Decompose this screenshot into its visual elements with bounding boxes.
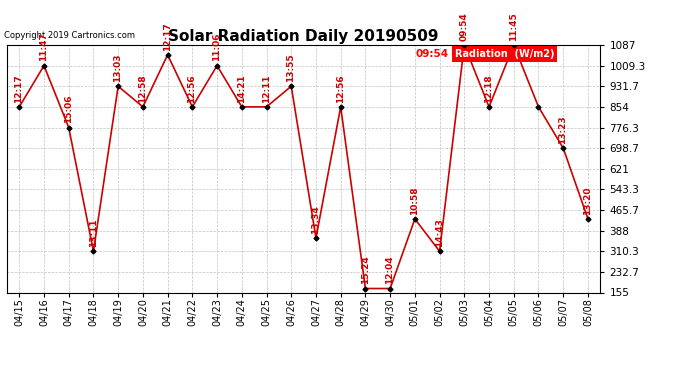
Text: 13:55: 13:55 xyxy=(286,54,295,82)
Text: 11:47: 11:47 xyxy=(39,33,48,62)
Text: 12:56: 12:56 xyxy=(336,74,345,103)
Text: 11:45: 11:45 xyxy=(509,12,518,41)
Text: 13:20: 13:20 xyxy=(583,186,592,215)
Text: 13:34: 13:34 xyxy=(311,205,320,234)
Text: 15:24: 15:24 xyxy=(361,256,370,284)
Text: 12:58: 12:58 xyxy=(138,74,147,103)
Text: 12:11: 12:11 xyxy=(262,74,270,103)
Text: Radiation  (W/m2): Radiation (W/m2) xyxy=(455,49,555,59)
Text: 12:18: 12:18 xyxy=(484,74,493,103)
Text: 12:56: 12:56 xyxy=(188,74,197,103)
Title: Solar Radiation Daily 20190509: Solar Radiation Daily 20190509 xyxy=(168,29,439,44)
Text: 11:06: 11:06 xyxy=(213,33,221,62)
Text: 12:17: 12:17 xyxy=(14,74,23,103)
Text: 15:06: 15:06 xyxy=(64,95,73,123)
Text: 13:03: 13:03 xyxy=(113,54,122,82)
Text: 13:11: 13:11 xyxy=(88,219,97,247)
Text: Copyright 2019 Cartronics.com: Copyright 2019 Cartronics.com xyxy=(4,31,135,40)
Text: 14:21: 14:21 xyxy=(237,74,246,103)
Text: 10:58: 10:58 xyxy=(410,186,419,215)
Text: 12:17: 12:17 xyxy=(163,22,172,51)
Text: 14:43: 14:43 xyxy=(435,218,444,247)
Text: 09:54: 09:54 xyxy=(416,49,449,59)
Text: 09:54: 09:54 xyxy=(460,12,469,41)
Text: 13:23: 13:23 xyxy=(558,116,567,144)
Text: 12:04: 12:04 xyxy=(385,256,394,284)
